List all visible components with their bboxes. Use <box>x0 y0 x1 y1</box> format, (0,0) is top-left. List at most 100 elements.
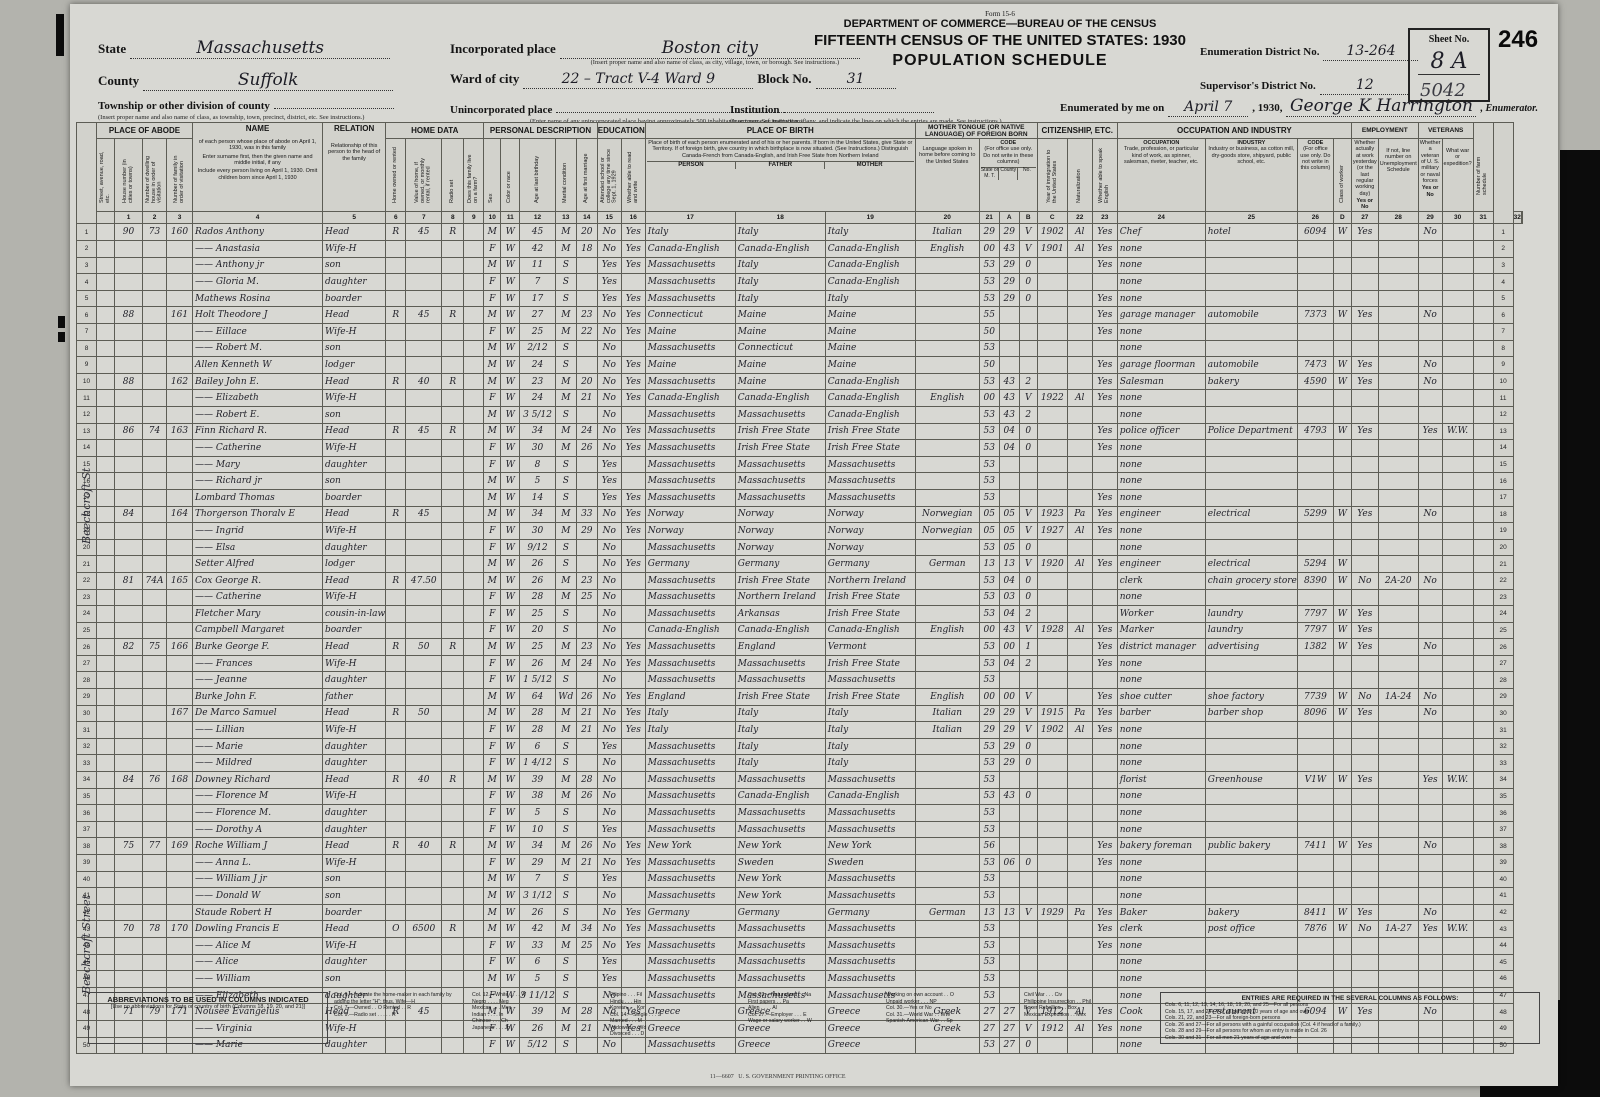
cell-col1 <box>96 273 115 291</box>
cell-col2: 86 <box>114 422 143 441</box>
cell-col26 <box>1066 273 1093 291</box>
cell-col12: W <box>500 472 521 490</box>
cell-col2 <box>114 405 143 424</box>
cell-col1 <box>96 970 115 988</box>
cell-col28: none <box>1116 654 1206 673</box>
cell-col6: father <box>321 688 387 706</box>
cell-col10 <box>463 389 485 407</box>
cell-col13: 28 <box>519 704 556 723</box>
cell-col12: W <box>500 737 521 756</box>
cell-col3 <box>142 273 167 291</box>
cell-col29 <box>1204 671 1298 690</box>
col-naturalization: Naturalization <box>1066 137 1093 213</box>
county-field: County Suffolk <box>98 70 394 91</box>
cell-col24: 0 <box>1018 737 1038 756</box>
cell-col13: 11 <box>519 256 556 275</box>
cell-col8 <box>405 472 443 490</box>
line-number: 28 <box>1492 671 1514 690</box>
cell-col23 <box>998 771 1020 789</box>
cell-col22: 13 <box>978 903 1000 922</box>
cell-col31: W <box>1332 356 1352 374</box>
cell-col32 <box>1350 854 1379 872</box>
cell-col35 <box>1441 870 1474 889</box>
cell-col30 <box>1296 240 1334 258</box>
cell-col7 <box>385 488 407 507</box>
cell-col4 <box>166 240 193 258</box>
cell-col25: 1902 <box>1036 223 1068 242</box>
cell-col33 <box>1377 273 1419 291</box>
abbreviation-line: Japanese . . . Jp <box>472 1024 511 1031</box>
cell-col12: W <box>500 903 521 922</box>
cell-col30: 5294 <box>1296 555 1334 573</box>
cell-col2 <box>114 804 143 822</box>
cell-col8 <box>405 240 443 258</box>
cell-col20: Massachusetts <box>824 887 916 905</box>
cell-col35 <box>1441 671 1474 690</box>
abbreviation-line: Col. 7.—Owned . . O Rented . . R <box>334 1005 411 1011</box>
cell-col30: 7473 <box>1296 356 1334 374</box>
cell-col25 <box>1036 289 1068 308</box>
cell-col36 <box>1472 538 1494 557</box>
cell-col15: 20 <box>575 223 598 242</box>
cell-col13: 26 <box>519 654 556 673</box>
cell-col21 <box>914 356 980 374</box>
cell-col34: No <box>1417 571 1443 590</box>
cell-col20: Irish Free State <box>824 688 916 706</box>
cell-col6: Head <box>321 372 387 391</box>
cell-col30 <box>1296 787 1334 806</box>
cell-col1 <box>96 306 115 324</box>
cell-col3 <box>142 472 167 490</box>
cell-col20: Massachusetts <box>824 771 916 789</box>
table-row: 17 Lombard Thomas boarder M W 14 S Yes Yes Massac… <box>76 488 1523 507</box>
cell-col4 <box>166 356 193 374</box>
cell-col7 <box>385 671 407 690</box>
cell-col15 <box>575 273 598 291</box>
cell-col23 <box>998 488 1020 507</box>
cell-col35 <box>1441 306 1474 324</box>
cell-col3 <box>142 289 167 308</box>
cell-col19: Massachusetts <box>734 654 826 673</box>
entries-required-line: Cols. 21, 22, and 23—For all foreign-bor… <box>1165 1015 1281 1021</box>
cell-col18: Massachusetts <box>644 654 736 673</box>
table-row: 32 —— Marie daughter F W 6 S Yes Massachusetts It… <box>76 737 1523 756</box>
cell-col4: 166 <box>166 638 193 656</box>
table-row: 47 —— Elizabeth daughter F W 3 11/12 S No Massac… <box>76 986 1523 1005</box>
cell-col16: No <box>596 804 622 822</box>
cell-col21: English <box>914 389 980 407</box>
cell-col32 <box>1350 339 1379 358</box>
cell-col22: 53 <box>978 289 1000 308</box>
cell-col35 <box>1441 488 1474 507</box>
cell-col35 <box>1441 289 1474 308</box>
cell-col18: Massachusetts <box>644 1036 736 1055</box>
cell-col13: 5 <box>519 970 556 988</box>
cell-col20: Italy <box>824 754 916 773</box>
cell-col18: Massachusetts <box>644 970 736 988</box>
cell-col10 <box>463 273 485 291</box>
cell-col34 <box>1417 488 1443 507</box>
cell-col7 <box>385 588 407 607</box>
abbreviation-column: Working on own account . . O Unpaid worke… <box>886 992 1016 1044</box>
table-row: 50 —— Marie daughter F W 5/12 S No Massachusetts… <box>76 1036 1523 1055</box>
cell-col33 <box>1377 804 1419 822</box>
abbreviation-line: Filipino . . . Fil <box>610 992 642 998</box>
cell-col7 <box>385 854 407 872</box>
cell-col4 <box>166 870 193 889</box>
cell-col32 <box>1350 804 1379 822</box>
cell-col32 <box>1350 488 1379 507</box>
cell-col15: 29 <box>575 522 598 540</box>
cell-col22: 53 <box>978 654 1000 673</box>
cell-col8 <box>405 273 443 291</box>
cell-col32: Yes <box>1350 306 1379 324</box>
entries-required-line: Cols. 15, 17, and 24—For all persons 10 … <box>1165 1008 1310 1015</box>
cell-col32 <box>1350 240 1379 258</box>
cell-col1 <box>96 522 115 540</box>
cell-col21 <box>914 804 980 822</box>
cell-col9 <box>441 488 465 507</box>
cell-col3 <box>142 538 167 557</box>
cell-col36 <box>1472 704 1494 723</box>
cell-col31 <box>1332 936 1352 955</box>
cell-col2 <box>114 870 143 889</box>
cell-col33 <box>1377 870 1419 889</box>
cell-col35 <box>1441 405 1474 424</box>
line-number: 34 <box>1492 771 1514 789</box>
